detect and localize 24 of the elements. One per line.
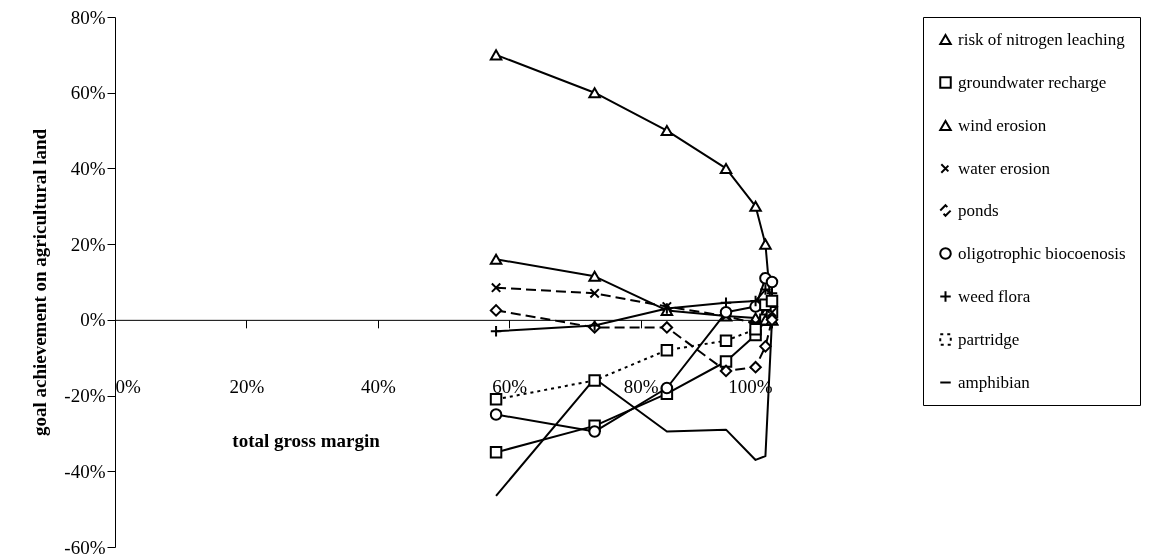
legend-label: groundwater recharge [958, 72, 1107, 92]
y-tick-label: -20% [64, 385, 106, 407]
legend-label: water erosion [958, 158, 1051, 178]
y-tick-label: 80% [70, 6, 106, 28]
x-tick-label: 40% [360, 376, 396, 398]
legend-label: partridge [958, 329, 1020, 349]
y-tick-label: 60% [70, 82, 106, 104]
y-tick-label: -60% [64, 536, 106, 558]
legend-label: amphibian [958, 372, 1031, 392]
x-tick-label: 0% [115, 376, 141, 398]
legend-label: wind erosion [958, 115, 1047, 135]
legend-label: risk of nitrogen leaching [958, 29, 1126, 49]
y-tick-label: -40% [64, 460, 106, 482]
x-tick-label: 60% [492, 376, 528, 398]
x-tick-label: 20% [229, 376, 265, 398]
y-axis-title: goal achievement on agricultural land [29, 128, 51, 437]
legend-label: ponds [958, 200, 999, 220]
x-tick-label: 80% [623, 376, 659, 398]
legend-label: oligotrophic biocoenosis [958, 243, 1126, 263]
x-axis-title: total gross margin [232, 429, 381, 451]
legend-label: weed flora [958, 286, 1031, 306]
y-tick-label: 0% [80, 309, 106, 331]
y-tick-label: 20% [70, 233, 106, 255]
y-tick-label: 40% [70, 157, 106, 179]
